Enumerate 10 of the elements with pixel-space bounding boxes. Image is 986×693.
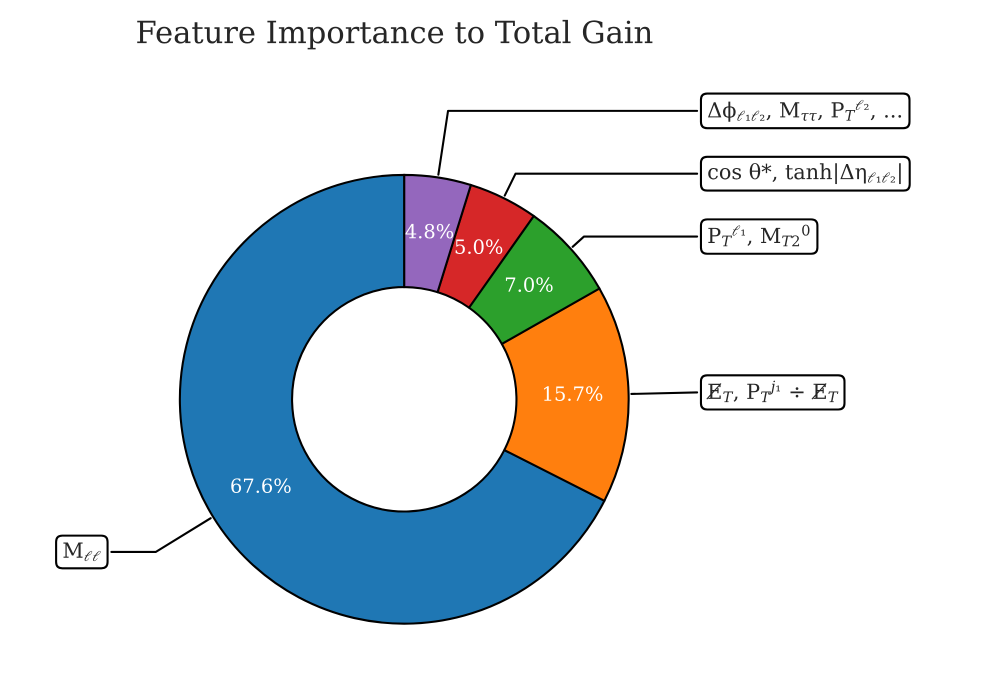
slice-label: cos θ*, tanh|Δη$_{ℓ₁ℓ₂}$| — [708, 163, 901, 184]
data-label: 5.0% — [456, 239, 502, 254]
chart-title: Feature Importance to Total Gain — [137, 20, 652, 50]
slice-label: Δϕ$_{ℓ₁ℓ₂}$, M$_{ττ}$, P$_{T}$$^{ℓ₂}$, ... — [708, 100, 902, 122]
slice-label: P$_{T}$$^{ℓ₁}$, M$_{T2}$$^{0}$ — [708, 224, 810, 246]
slice-label: E̸$_{T}$, P$_{T}$$^{j₁}$ ÷ E̸$_{T}$ — [706, 380, 838, 402]
data-label: 7.0% — [506, 277, 553, 292]
data-label: 67.6% — [231, 478, 291, 494]
data-label: 15.7% — [544, 386, 602, 401]
slice-label: M$_{ℓℓ}$ — [63, 542, 101, 562]
